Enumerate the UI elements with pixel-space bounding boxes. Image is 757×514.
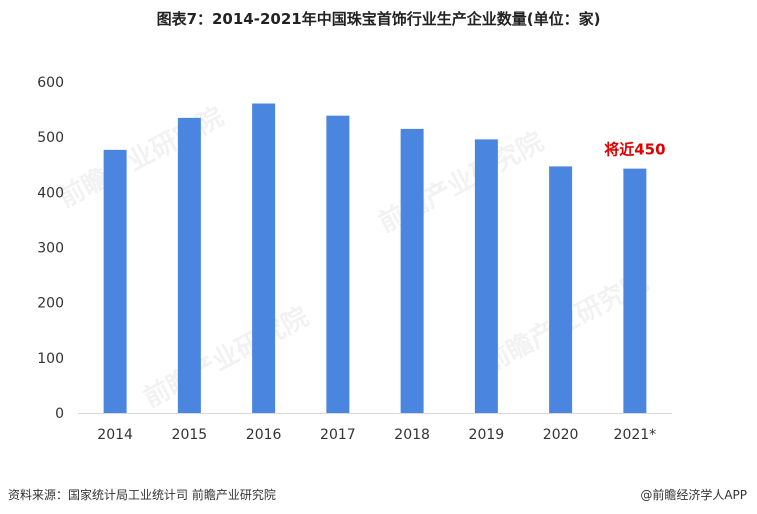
x-tick-label: 2017	[320, 427, 356, 443]
bars-group	[103, 103, 647, 414]
x-tick-label: 2015	[172, 427, 208, 443]
watermark-text: 前瞻产业研究院	[53, 101, 228, 214]
x-axis: 2014 2015 2016 2017 2018 2019 2020 2021*	[78, 413, 672, 443]
bar-2014	[103, 149, 127, 414]
bar-2018	[400, 128, 424, 413]
x-tick-label: 2019	[469, 427, 505, 443]
bar-2017	[326, 115, 350, 413]
y-tick-label: 200	[37, 296, 64, 312]
bar-2020	[549, 166, 573, 413]
y-tick-label: 500	[37, 130, 64, 146]
y-axis: 0 100 200 300 400 500 600	[37, 75, 64, 422]
y-tick-label: 400	[37, 185, 64, 201]
chart-title: 图表7：2014-2021年中国珠宝首饰行业生产企业数量(单位：家)	[156, 10, 601, 28]
watermark-text: 前瞻产业研究院	[373, 126, 548, 239]
source-note: 资料来源：国家统计局工业统计司 前瞻产业研究院	[8, 488, 276, 502]
bar-2016	[252, 103, 276, 413]
x-tick-label: 2021*	[614, 427, 657, 443]
bar-2019	[474, 139, 498, 413]
x-tick-label: 2018	[394, 427, 430, 443]
x-tick-label: 2016	[246, 427, 282, 443]
bar-2015	[177, 117, 201, 413]
annotation-label: 将近450	[604, 141, 665, 159]
x-tick-label: 2014	[97, 427, 133, 443]
y-tick-label: 100	[37, 351, 64, 367]
brand-credit: @前瞻经济学人APP	[640, 488, 747, 502]
watermark-text: 前瞻产业研究院	[138, 301, 313, 414]
x-tick-label: 2020	[543, 427, 579, 443]
bar-2021	[623, 168, 647, 413]
y-tick-label: 600	[37, 75, 64, 91]
y-tick-label: 0	[55, 406, 64, 422]
y-tick-label: 300	[37, 241, 64, 257]
annotation-layer: 将近450	[604, 141, 665, 159]
